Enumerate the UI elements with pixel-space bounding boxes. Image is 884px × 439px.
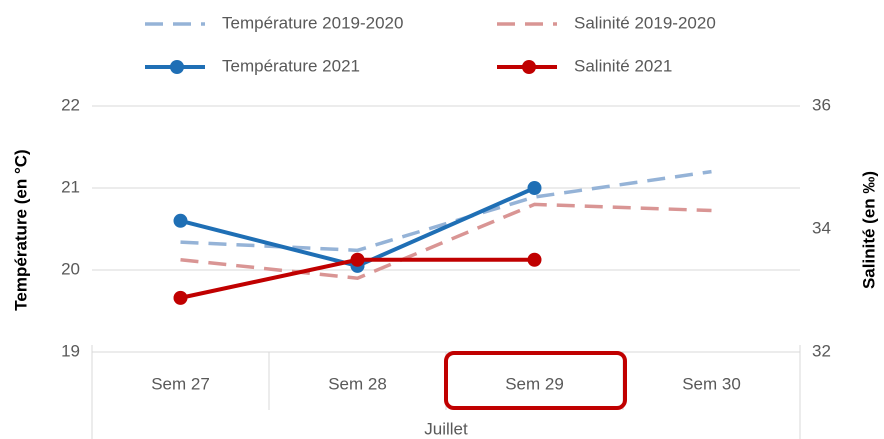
series-line (180, 169, 712, 253)
y2-tick-label: 36 (812, 95, 831, 114)
y2-tick-label: 32 (812, 341, 831, 360)
x-tick-label: Sem 29 (505, 374, 564, 393)
y2-tick-label: 34 (812, 218, 831, 237)
series-line (180, 202, 712, 280)
legend-label: Température 2019-2020 (222, 13, 403, 32)
point (527, 181, 542, 195)
y-tick-label: 20 (61, 259, 80, 278)
legend-label: Salinité 2019-2020 (574, 13, 716, 32)
y-tick-label: 22 (61, 95, 80, 114)
y-tick-label: 19 (61, 341, 80, 360)
legend-label: Salinité 2021 (574, 56, 672, 75)
point (173, 213, 188, 228)
legend-marker (170, 60, 184, 74)
y-tick-label: 21 (61, 177, 80, 196)
point (527, 252, 542, 267)
x-tick-label: Sem 28 (328, 374, 387, 393)
point (350, 252, 365, 267)
y2-axis-title: Salinité (en ‰) (859, 171, 878, 289)
category-group-label: Juillet (424, 419, 468, 438)
legend-marker (522, 60, 536, 74)
highlight-box (444, 351, 627, 410)
point (173, 290, 188, 305)
legend-label: Température 2021 (222, 56, 360, 75)
x-tick-label: Sem 27 (151, 374, 210, 393)
y-axis-title: Température (en °C) (11, 149, 30, 310)
x-tick-label: Sem 30 (682, 374, 741, 393)
